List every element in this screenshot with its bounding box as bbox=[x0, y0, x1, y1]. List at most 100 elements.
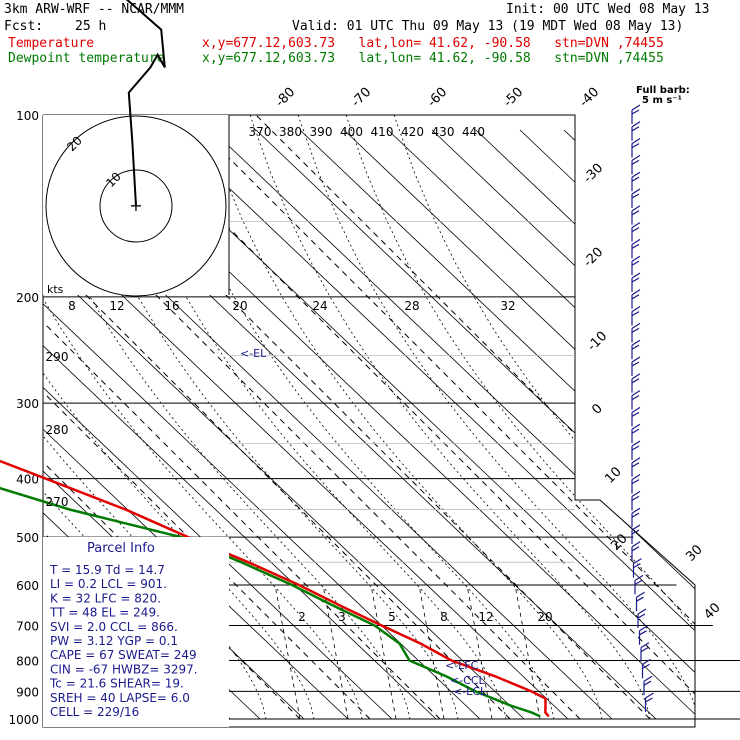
isotherm-label: 0 bbox=[589, 401, 605, 417]
wind-barb-flag bbox=[631, 210, 640, 216]
wind-barb-flag bbox=[631, 193, 640, 199]
parcel-info-row: CIN = -67 HWBZ= 3297. bbox=[50, 662, 198, 676]
wind-barb-flag bbox=[631, 306, 641, 313]
parcel-info-row: Tc = 21.6 SHEAR= 19. bbox=[49, 677, 184, 691]
hodograph: + 20 10 kts bbox=[43, 0, 230, 297]
theta-label: 270 bbox=[46, 495, 69, 509]
wind-barb-flag bbox=[631, 143, 640, 149]
parcel-info-row: LI = 0.2 LCL = 901. bbox=[50, 577, 167, 591]
parcel-info-row: CELL = 229/16 bbox=[50, 705, 139, 719]
wind-barb-flag bbox=[631, 339, 641, 346]
dry-adiabat-line bbox=[475, 129, 695, 720]
el-marker: <-EL bbox=[240, 347, 267, 360]
parcel-info-row: SVI = 2.0 CCL = 866. bbox=[50, 620, 178, 634]
wind-barb-flag bbox=[631, 344, 640, 350]
wind-barb-flag bbox=[634, 574, 644, 581]
wind-barb-flag bbox=[631, 428, 640, 434]
moist-adiabat-line bbox=[43, 115, 267, 720]
wind-barb-flag bbox=[631, 474, 641, 481]
dry-adiabat-line bbox=[431, 129, 695, 720]
dry-adiabat-line bbox=[43, 129, 393, 720]
wind-barb-flag bbox=[631, 188, 641, 195]
wind-barb-flag bbox=[631, 406, 641, 413]
wind-barb-flag bbox=[631, 390, 641, 397]
wind-barb-flag bbox=[631, 176, 640, 182]
isotherm-label: -80 bbox=[273, 85, 299, 111]
wind-barb-flag bbox=[631, 109, 640, 115]
wind-barb-flag bbox=[643, 675, 653, 682]
moist-adiabat-line bbox=[105, 115, 507, 720]
wind-barb-flag bbox=[631, 171, 641, 178]
wind-barb-flag bbox=[631, 423, 641, 430]
wind-barb-flag bbox=[640, 647, 649, 653]
dry-adiabat-line bbox=[167, 129, 695, 720]
dry-adiabat-line bbox=[255, 129, 695, 720]
isotherm-label: -70 bbox=[349, 85, 375, 111]
temperature-legend: Temperature bbox=[8, 36, 95, 51]
fcst-label: Fcst: bbox=[4, 19, 44, 34]
moist-adiabat-line bbox=[201, 115, 603, 720]
isotherm-label: 30 bbox=[683, 542, 705, 564]
wind-barb-flag bbox=[631, 154, 641, 161]
wind-barb-flag bbox=[631, 126, 640, 132]
wind-barb-flag bbox=[637, 608, 647, 615]
dry-adiabat-line bbox=[211, 129, 695, 720]
wind-barb-flag bbox=[639, 625, 648, 632]
mixing-ratio-line bbox=[418, 584, 445, 720]
tw-label: 12 bbox=[109, 299, 124, 313]
lcl-marker: <-LCL bbox=[453, 685, 487, 698]
wind-barb-flag bbox=[631, 255, 641, 262]
ccl-marker: <-CCL bbox=[450, 674, 486, 687]
wind-barb-flag bbox=[631, 507, 641, 514]
hodograph-trace bbox=[125, 0, 166, 207]
tw-label: 20 bbox=[232, 299, 247, 313]
dry-adiabat-line bbox=[43, 129, 525, 720]
isotherm-label: -10 bbox=[585, 329, 611, 355]
wind-barb-flag bbox=[631, 445, 640, 451]
wind-barb-flag bbox=[645, 697, 653, 703]
theta-label: 290 bbox=[46, 350, 69, 364]
wind-barb-flag bbox=[631, 260, 640, 266]
wind-barb-flag bbox=[631, 411, 640, 417]
dry-adiabat-line bbox=[43, 129, 481, 720]
mixing-ratio-label: 2 bbox=[298, 610, 306, 624]
wind-barb-flag bbox=[631, 121, 641, 128]
temperature-location: x,y=677.12,603.73 lat,lon= 41.62, -90.58… bbox=[202, 36, 664, 51]
dry-adiabat-line bbox=[651, 129, 695, 720]
moist-adiabat-line bbox=[57, 115, 459, 720]
parcel-info-panel: Parcel Info T = 15.9 Td = 14.7LI = 0.2 L… bbox=[43, 537, 229, 727]
isotherm-label: -60 bbox=[425, 85, 451, 111]
wind-barb-flag bbox=[631, 479, 640, 485]
wind-barb-flag bbox=[634, 579, 643, 585]
wind-barb-flag bbox=[631, 546, 640, 552]
dry-adiabat-line bbox=[43, 129, 349, 720]
lfc-marker: <-LFC bbox=[445, 659, 479, 672]
isotherm-label: 40 bbox=[701, 600, 723, 622]
wind-barb-flag bbox=[631, 457, 641, 464]
mixing-ratio-label: 5 bbox=[388, 610, 396, 624]
dry-adiabat-line bbox=[343, 129, 695, 720]
pressure-label: 800 bbox=[16, 654, 39, 668]
mixing-ratio-label: 12 bbox=[478, 610, 493, 624]
wind-barb-flag bbox=[631, 327, 640, 333]
wind-barb-flag bbox=[636, 596, 644, 602]
temperature-profile bbox=[0, 459, 550, 718]
wind-barb-flag bbox=[631, 138, 641, 145]
moist-adiabat-line bbox=[249, 115, 651, 720]
isotherm-line bbox=[255, 115, 695, 720]
wind-barb-flag bbox=[645, 692, 654, 699]
theta-label: 420 bbox=[401, 125, 424, 139]
valid-time: Valid: 01 UTC Thu 09 May 13 (19 MDT Wed … bbox=[292, 19, 684, 34]
dewpoint-location: x,y=677.12,603.73 lat,lon= 41.62, -90.58… bbox=[202, 51, 664, 66]
theta-label: 430 bbox=[432, 125, 455, 139]
dry-adiabat-line bbox=[387, 129, 695, 720]
wind-barb-flag bbox=[639, 630, 647, 636]
barb-legend-line2: 5 m s⁻¹ bbox=[642, 95, 682, 106]
wind-barb-flag bbox=[631, 104, 641, 111]
mixing-ratio-label: 20 bbox=[537, 610, 552, 624]
isotherm-label: -30 bbox=[581, 161, 607, 187]
wind-barb-flag bbox=[631, 238, 641, 245]
theta-label: 410 bbox=[371, 125, 394, 139]
parcel-info-row: PW = 3.12 YGP = 0.1 bbox=[50, 634, 178, 648]
